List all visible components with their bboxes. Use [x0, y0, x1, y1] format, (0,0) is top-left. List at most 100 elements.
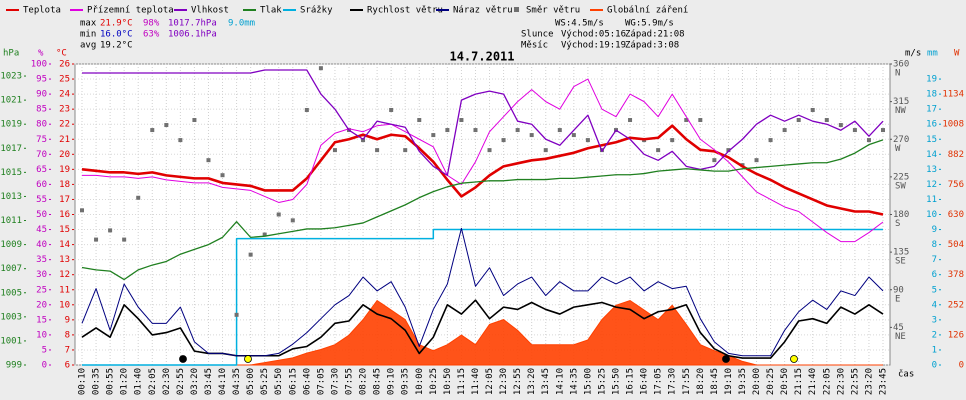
x-tick-label: 12:30 [499, 368, 509, 395]
point [754, 158, 759, 163]
x-tick-label: 06:15 [288, 368, 298, 395]
axis-unit: % [38, 49, 44, 59]
y-tick-label: 1 [932, 345, 937, 355]
y-tick-label: 882 [948, 150, 964, 160]
y-tick-label: 19 [926, 75, 937, 85]
x-tick-label: 04:10 [218, 368, 228, 395]
axis-unit: hPa [3, 49, 19, 59]
x-tick-label: 00:55 [106, 368, 116, 395]
point [501, 138, 506, 143]
x-tick-label: 10:00 [415, 368, 425, 395]
y-tick-label: 1009 [0, 240, 22, 250]
x-tick-label: 18:20 [696, 368, 706, 395]
y-tick-label: 1008 [942, 120, 964, 130]
astro-marker [179, 355, 187, 363]
astro-marker [722, 355, 730, 363]
stats: max 21.9°C 98% 1017.7hPa 9.0mm min 16.0°… [80, 19, 255, 51]
info-text: Slunce [521, 30, 554, 40]
plot-area [74, 63, 891, 366]
point [108, 228, 113, 233]
stat-value: 16.0°C [100, 30, 133, 40]
point [80, 208, 84, 213]
y-tick-label: 1019 [0, 120, 22, 130]
y-tick-label: 7 [932, 255, 937, 265]
y-tick-label: 100 [31, 60, 47, 70]
point [473, 128, 478, 133]
x-tick-label: 02:55 [176, 368, 186, 395]
x-tick-label: 00:35 [92, 368, 102, 395]
point [431, 133, 436, 138]
astro-marker [244, 355, 252, 363]
y-tick-label: 6 [932, 270, 937, 280]
x-tick-label: 07:30 [330, 368, 340, 395]
y-tick-label: 11 [926, 195, 937, 205]
info-text: Východ:05:16 [561, 30, 626, 40]
y-tick-label: 17 [59, 195, 70, 205]
stat-value: 1017.7hPa [168, 19, 217, 29]
point [726, 148, 731, 153]
stat-value: 9.0mm [228, 19, 255, 29]
y-tick-label: 80 [36, 120, 47, 130]
point [361, 138, 366, 143]
point [262, 232, 267, 237]
x-tick-label: 12:05 [485, 368, 495, 395]
info-text: Západ:3:08 [625, 41, 679, 51]
point [290, 218, 295, 223]
y-tick-label: 756 [948, 180, 964, 190]
info-text: WG:5.9m/s [625, 19, 674, 29]
x-tick-label: 04:35 [232, 368, 242, 395]
point [557, 128, 562, 133]
y-tick-label: 18 [926, 90, 937, 100]
x-tick-label: 17:55 [682, 368, 692, 395]
compass-label: S [895, 219, 900, 229]
x-tick-label: 05:00 [246, 368, 256, 395]
point [585, 138, 590, 143]
point [782, 128, 787, 133]
point [248, 252, 253, 257]
chart-title: 14.7.2011 [449, 50, 514, 64]
y-tick-label: 5 [42, 345, 47, 355]
y-tick-label: 378 [948, 270, 964, 280]
y-tick-label: 23 [59, 105, 70, 115]
x-tick-label: 01:20 [120, 368, 130, 395]
y-tick-label: 999 [6, 361, 22, 371]
y-tick-label: 3 [932, 315, 937, 325]
point [445, 128, 450, 133]
compass-label: NE [895, 332, 906, 342]
y-tick-label: 1001 [0, 336, 22, 346]
info: WS:4.5m/s WG:5.9m/s Slunce Východ:05:16 … [521, 19, 685, 51]
x-tick-label: 05:50 [274, 368, 284, 395]
y-tick-label: 26 [59, 60, 70, 70]
point [670, 138, 675, 143]
y-tick-label: 17 [926, 105, 937, 115]
point [150, 128, 155, 133]
x-tick-label: 09:10 [387, 368, 397, 395]
y-tick-label: 12 [926, 180, 937, 190]
y-tick-label: 1005 [0, 288, 22, 298]
x-tick-label: 20:25 [766, 368, 776, 395]
point [403, 148, 408, 153]
x-tick-label: 01:40 [134, 368, 144, 395]
y-tick-label: 4 [932, 300, 937, 310]
x-tick-label: 17:05 [654, 368, 664, 395]
point [487, 148, 492, 153]
compass-label: NW [895, 106, 906, 116]
x-tick-label: 16:15 [626, 368, 636, 395]
point [192, 118, 197, 123]
x-tick-label: 00:10 [78, 368, 88, 395]
x-tick-label: 02:30 [162, 368, 172, 395]
y-tick-label: 13 [59, 255, 70, 265]
point [810, 107, 815, 112]
x-tick-label: 13:45 [541, 368, 551, 395]
legend-label: Náraz větru [453, 6, 513, 16]
point [206, 158, 211, 163]
x-tick-label: 20:00 [752, 368, 762, 395]
line [81, 227, 884, 357]
legend-label: Přízemní teplota [87, 6, 174, 16]
y-tick-label: 90 [893, 285, 904, 295]
axis-unit: W [954, 49, 960, 59]
stat-value: 63% [143, 30, 160, 40]
y-tick-label: 22 [59, 120, 70, 130]
y-tick-label: 0 [932, 361, 937, 371]
